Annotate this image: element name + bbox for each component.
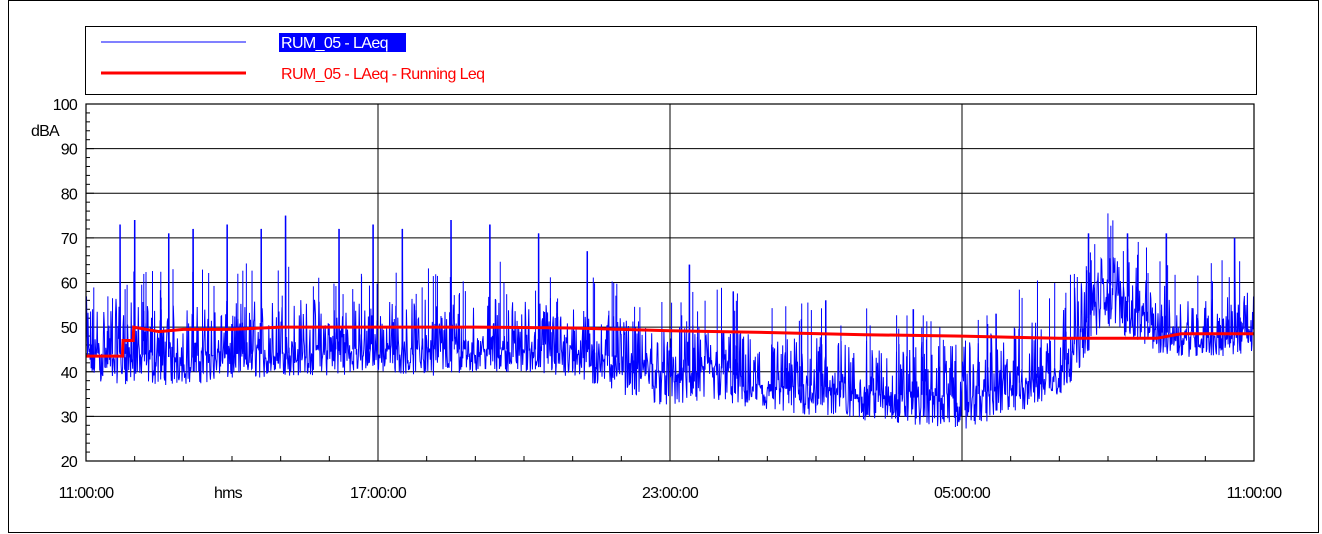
legend-label-series-2: RUM_05 - LAeq - Running Leq — [281, 66, 484, 83]
x-tick-label: 11:00:00 — [59, 485, 115, 502]
series-running-leq-line — [86, 325, 1254, 358]
y-tick-label: 60 — [61, 276, 78, 293]
y-tick-label: 50 — [61, 320, 78, 337]
x-axis-unit-label: hms — [214, 485, 243, 502]
legend-label-series-1: RUM_05 - LAeq — [281, 35, 388, 52]
y-axis-unit-label: dBA — [31, 123, 60, 140]
y-tick-label: 20 — [61, 454, 78, 471]
y-tick-label: 80 — [61, 186, 78, 203]
y-tick-label: 30 — [61, 409, 78, 426]
y-tick-label: 90 — [61, 142, 78, 159]
x-tick-label: 23:00:00 — [642, 485, 699, 502]
plot-border — [85, 103, 1255, 462]
x-tick-label: 11:00:00 — [1227, 485, 1283, 502]
y-tick-label: 70 — [61, 231, 78, 248]
y-tick-label: 100 — [53, 97, 78, 114]
legend-box — [85, 26, 1257, 95]
series-laeq — [85, 213, 1255, 429]
x-tick-label: 05:00:00 — [934, 485, 991, 502]
x-tick-labels: 11:00:00 17:00:00 23:00:00 05:00:00 11:00:00 — [59, 485, 1283, 502]
series-laeq-line — [85, 215, 1255, 429]
legend-highlight — [279, 33, 406, 52]
x-tick-label: 17:00:00 — [350, 485, 407, 502]
y-tick-label: 40 — [61, 365, 78, 382]
y-tick-labels: 20 30 40 50 60 70 80 90 100 — [53, 97, 79, 471]
